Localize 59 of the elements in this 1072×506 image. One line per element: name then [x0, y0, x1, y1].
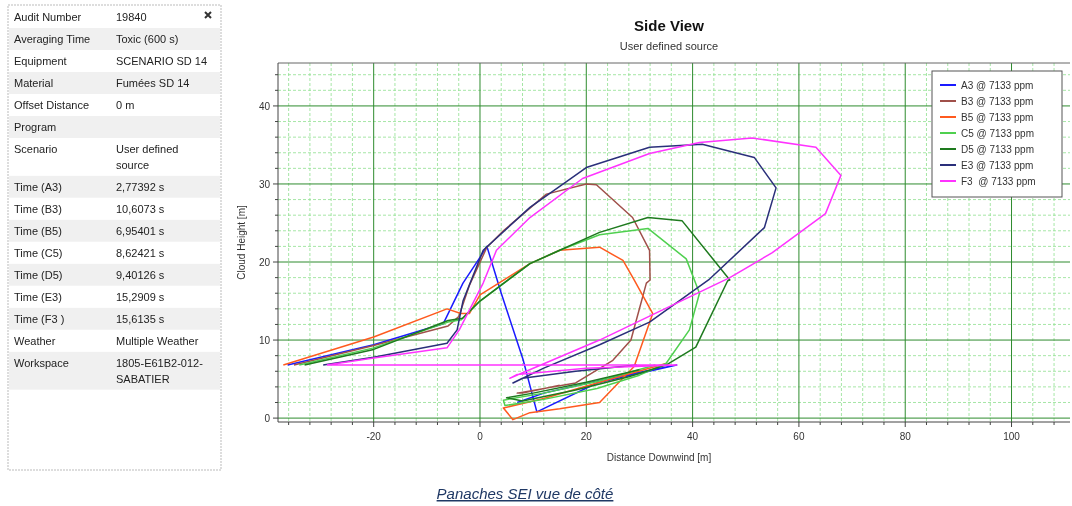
line-series: [303, 216, 731, 402]
text: Panaches SEI vue de côté: [436, 485, 614, 502]
legend-label: B5 @ 7133 ppm: [961, 112, 1034, 123]
x-axis-title: Distance Downwind [m]: [606, 452, 712, 463]
category-label: Weather: [14, 334, 56, 347]
line-series: [293, 183, 651, 394]
text: 19840: [116, 11, 147, 23]
category-label: Time (C5): [14, 246, 63, 259]
category-label: Offset Distance: [14, 99, 89, 111]
x-tick-label: 80: [899, 431, 912, 442]
text: 10,6073 s: [116, 202, 165, 215]
x-tick-label: 100: [1003, 431, 1021, 442]
text: 0 m: [116, 99, 135, 111]
line-series: [322, 143, 777, 384]
category-label: Scenario: [14, 143, 58, 155]
y-tick-label: 40: [258, 100, 271, 112]
text: 1805-E61B2-012-SABATIER: [116, 356, 203, 385]
text: 15,2909 s: [116, 290, 165, 303]
category-label: Time (A3): [14, 180, 62, 193]
x-tick-label: 60: [793, 431, 805, 442]
chart-title: Side View: [634, 17, 705, 34]
category-label: Workspace: [14, 356, 69, 369]
text: Toxic (600 s): [116, 33, 179, 45]
x-tick-label: 40: [687, 431, 699, 442]
y-tick-label: 10: [258, 335, 271, 347]
y-axis-title: Cloud Height [m]: [236, 205, 247, 280]
category-label: Averaging Time: [14, 33, 91, 45]
line-series: [326, 137, 842, 380]
legend-label: F3 @ 7133 ppm: [961, 176, 1036, 187]
category-label: Time (B5): [14, 224, 62, 237]
legend-label: E3 @ 7133 ppm: [961, 160, 1034, 171]
chart-subtitle: User defined source: [619, 40, 719, 52]
x-tick-label: 0: [477, 431, 484, 442]
category-label: Material: [14, 77, 54, 89]
text: Fumées SD 14: [116, 77, 190, 89]
legend-label: A3 @ 7133 ppm: [961, 80, 1034, 91]
x-tick-label: -20: [366, 431, 382, 442]
y-tick-label: 0: [264, 413, 271, 425]
text: 6,95401 s: [116, 224, 165, 237]
x-tick-label: 20: [580, 431, 593, 442]
y-tick-label: 20: [258, 257, 271, 269]
legend-label: B3 @ 7133 ppm: [961, 96, 1034, 107]
category-label: Time (F3 ): [14, 312, 65, 325]
text: 15,6135 s: [116, 312, 165, 325]
category-label: Equipment: [14, 55, 67, 67]
text: Multiple Weather: [116, 334, 199, 347]
y-tick-label: 30: [258, 178, 271, 190]
text: SCENARIO SD 14: [116, 55, 208, 67]
legend-label: C5 @ 7133 ppm: [961, 128, 1034, 139]
text: 8,62421 s: [116, 246, 165, 259]
category-label: Time (D5): [14, 268, 63, 281]
category-label: Program: [14, 121, 57, 133]
legend-label: D5 @ 7133 ppm: [961, 144, 1034, 155]
text: User defined source: [116, 143, 179, 171]
category-label: Audit Number: [14, 11, 82, 23]
category-label: Time (B3): [14, 202, 62, 215]
text: 2,77392 s: [116, 180, 165, 193]
text: 9,40126 s: [116, 268, 165, 281]
category-label: Time (E3): [14, 290, 62, 303]
